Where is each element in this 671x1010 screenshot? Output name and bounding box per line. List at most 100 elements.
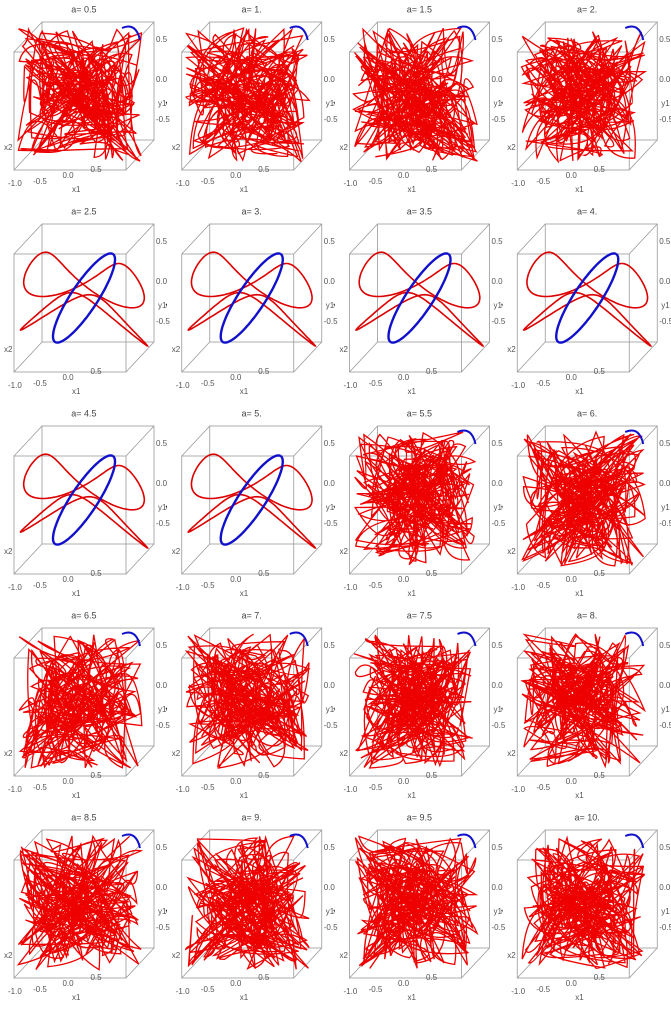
box-edge: [461, 139, 490, 171]
panel: a= 10. -0.5 0.0 0.5 0.5 0.0 -0.5 -1.0 x1 x2 y1: [507, 812, 671, 1002]
tick-label: 0.5: [492, 439, 504, 448]
panel: a= 0.5 -0.5 0.0 0.5 0.5 0.0 -0.5 -1.0 x1 x2 y1,: [4, 4, 170, 194]
axis-label: x1: [240, 589, 249, 598]
box-edge: [293, 745, 323, 777]
tick-label: -1.0: [511, 987, 525, 996]
box-front: [349, 253, 462, 373]
tick-label: -1.0: [344, 987, 358, 996]
tick-label: 0.0: [324, 681, 336, 690]
tick-label: -0.5: [156, 317, 170, 326]
tick-label: -0.5: [492, 721, 506, 730]
panel: a= 9.5 -0.5 0.0 0.5 0.5 0.0 -0.5 -1.0 x1 x2 y1,: [340, 812, 506, 1002]
box-back: [377, 223, 490, 343]
tick-label: -0.5: [33, 581, 47, 590]
panel: a= 4. -0.5 0.0 0.5 0.5 0.0 -0.5 -1.0 x1 x2 y1: [507, 206, 671, 396]
box-edge: [293, 341, 323, 373]
axis-label: x1: [408, 185, 417, 194]
tick-label: 0.0: [566, 777, 578, 786]
box-back: [41, 223, 155, 343]
separator: ,: [500, 92, 503, 106]
separator: ,: [333, 496, 336, 510]
tick-label: -1.0: [176, 987, 190, 996]
tick-label: 0.0: [659, 479, 671, 488]
tick-label: 0.5: [90, 367, 102, 376]
axis-label: x1: [575, 791, 584, 800]
red-orbit: [22, 251, 146, 309]
panel: a= 8. -0.5 0.0 0.5 0.5 0.0 -0.5 -1.0 x1 x2 y1: [507, 610, 671, 800]
axis-label: y1: [158, 503, 167, 512]
red-attractor: [353, 634, 473, 769]
tick-label: -1.0: [176, 583, 190, 592]
axis-label: x1: [575, 185, 584, 194]
blue-orbit: [624, 25, 645, 41]
box-edge: [628, 745, 658, 777]
tick-label: 0.0: [492, 75, 504, 84]
tick-label: -0.5: [324, 115, 338, 124]
tick-label: -0.5: [324, 721, 338, 730]
axis-label: x2: [340, 143, 349, 152]
panel-title: a= 7.: [241, 610, 261, 620]
axis-label: x1: [408, 387, 417, 396]
tick-label: -0.5: [201, 581, 215, 590]
tick-label: 0.0: [62, 777, 74, 786]
box-edge: [13, 829, 43, 861]
tick-label: 0.5: [156, 35, 168, 44]
blue-orbit: [121, 631, 141, 647]
red-attractor: [185, 834, 310, 970]
tick-label: 0.5: [90, 973, 102, 982]
tick-label: 0.0: [156, 479, 168, 488]
tick-label: 0.5: [492, 237, 504, 246]
box-edge: [516, 829, 546, 861]
axis-label: x2: [507, 547, 516, 556]
axis-label: y1: [494, 99, 503, 108]
box-edge: [125, 425, 155, 457]
red-attractor: [18, 634, 143, 769]
tick-label: -0.5: [536, 177, 550, 186]
blue-orbit: [555, 252, 620, 344]
tick-label: -0.5: [33, 177, 47, 186]
axis-label: x2: [340, 951, 349, 960]
box-edge: [461, 341, 490, 373]
axis-label: x2: [4, 749, 13, 758]
box-edge: [293, 139, 323, 171]
box-edge: [628, 947, 658, 979]
tick-label: 0.5: [324, 237, 336, 246]
box-edge: [293, 543, 323, 575]
tick-label: 0.5: [90, 165, 102, 174]
tick-label: -0.5: [536, 581, 550, 590]
blue-orbit: [121, 833, 141, 849]
panel: a= 1. -0.5 0.0 0.5 0.5 0.0 -0.5 -1.0 x1 x2 y1,: [172, 4, 338, 194]
box-edge: [13, 341, 43, 373]
tick-label: 0.0: [398, 171, 410, 180]
box-front: [13, 253, 127, 373]
panel: a= 7. -0.5 0.0 0.5 0.5 0.0 -0.5 -1.0 x1 x2 y1,: [172, 610, 338, 800]
tick-label: -1.0: [8, 583, 22, 592]
blue-orbit: [624, 429, 645, 445]
box-edge: [13, 947, 43, 979]
tick-label: 0.5: [258, 771, 270, 780]
tick-label: 0.5: [426, 771, 438, 780]
tick-label: -1.0: [511, 381, 525, 390]
tick-label: -1.0: [344, 583, 358, 592]
box-edge: [13, 139, 43, 171]
box-back: [209, 223, 323, 343]
box-edge: [516, 21, 546, 53]
red-orbit: [19, 493, 149, 549]
red-attractor: [354, 835, 479, 969]
separator: ,: [500, 698, 503, 712]
tick-label: 0.0: [398, 575, 410, 584]
tick-label: 0.0: [566, 979, 578, 988]
blue-orbit: [457, 429, 477, 445]
box-edge: [516, 341, 546, 373]
box-edge: [181, 341, 211, 373]
panel: a= 6.5 -0.5 0.0 0.5 0.5 0.0 -0.5 -1.0 x1 x2 y1,: [4, 610, 170, 800]
axis-label: x2: [4, 345, 13, 354]
blue-orbit: [387, 252, 452, 344]
tick-label: -0.5: [156, 721, 170, 730]
axis-label: x2: [507, 951, 516, 960]
tick-label: -0.5: [201, 379, 215, 388]
tick-label: 0.0: [230, 575, 242, 584]
tick-label: -0.5: [536, 379, 550, 388]
tick-label: 0.5: [90, 771, 102, 780]
